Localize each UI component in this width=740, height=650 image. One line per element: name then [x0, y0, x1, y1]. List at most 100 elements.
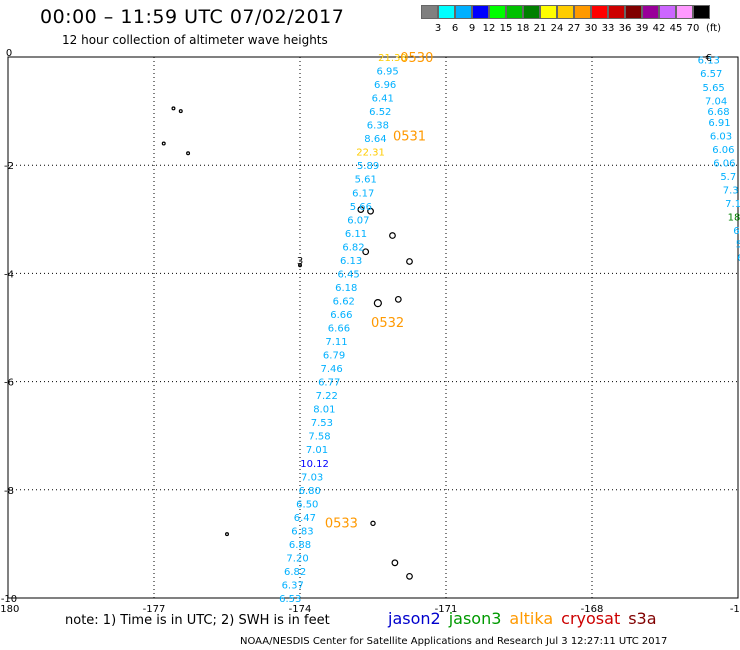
- swh-value: 6.38: [367, 121, 389, 132]
- extra-label: €: [706, 53, 712, 64]
- swh-value: 6.41: [372, 94, 394, 105]
- colorbar-swatch: [659, 5, 676, 19]
- colorbar-swatch: [523, 5, 540, 19]
- swh-value: 6.11: [345, 229, 367, 240]
- satellite-legend: jason2 jason3 altika cryosat s3a: [388, 609, 665, 628]
- island-outline: [186, 151, 191, 156]
- colorbar-label: 36: [618, 23, 632, 34]
- chart-axes: -180 -177 -174 -171 -168 -16 0 -2 -4 -6 -8 -10: [0, 48, 740, 615]
- colorbar-swatch: [557, 5, 574, 19]
- colorbar-label: 30: [584, 23, 598, 34]
- time-label: 0531: [393, 129, 426, 144]
- colorbar-unit: (ft): [705, 23, 722, 34]
- swh-value: 10.12: [300, 459, 329, 470]
- y-tick-label: 0: [6, 48, 12, 59]
- colorbar-swatch: [591, 5, 608, 19]
- island-outline: [161, 141, 166, 146]
- swh-value: 8.64: [364, 134, 386, 145]
- legend-jason3: jason3: [448, 609, 502, 628]
- colorbar-swatch: [472, 5, 489, 19]
- swh-value-east: 6.: [733, 226, 740, 237]
- island-outline: [171, 106, 176, 111]
- swh-value: 7.46: [321, 364, 343, 375]
- x-tick-label: -171: [435, 604, 458, 615]
- colorbar-label: 39: [635, 23, 649, 34]
- swh-value: 6.83: [291, 526, 313, 537]
- colorbar-swatch: [676, 5, 693, 19]
- swh-value: 6.53: [279, 594, 301, 605]
- colorbar-label: 70: [686, 23, 700, 34]
- swh-value: 6.77: [318, 378, 340, 389]
- swh-value-east: 6.06: [712, 145, 734, 156]
- time-label: 0533: [325, 516, 358, 531]
- extra-label: 3: [297, 256, 303, 267]
- x-tick-label: -174: [289, 604, 312, 615]
- colorbar-swatch: [540, 5, 557, 19]
- swh-value-east: 5.65: [703, 83, 725, 94]
- island-outline: [394, 295, 402, 303]
- swh-value: 5.66: [350, 202, 372, 213]
- time-label: 0532: [371, 316, 404, 331]
- swh-value: 6.88: [289, 540, 311, 551]
- colorbar-label: 33: [601, 23, 615, 34]
- page-title: 00:00 – 11:59 UTC 07/02/2017: [40, 6, 345, 28]
- y-tick-label: -2: [4, 161, 14, 172]
- colorbar-swatch: [642, 5, 659, 19]
- swh-value: 7.03: [301, 472, 323, 483]
- swh-value: 6.45: [338, 269, 360, 280]
- legend-altika: altika: [509, 609, 554, 628]
- swh-value: 6.82: [284, 567, 306, 578]
- swh-value: 22.31: [356, 148, 385, 159]
- colorbar-swatch: [693, 5, 710, 19]
- swh-value: 8.01: [313, 405, 335, 416]
- colorbar-label: 3: [434, 23, 442, 34]
- colorbar-label: 42: [652, 23, 666, 34]
- swh-value-east: 6.06: [713, 158, 735, 169]
- colorbar-swatch: [625, 5, 642, 19]
- island-outline: [389, 232, 396, 239]
- swh-value: 6.66: [330, 310, 352, 321]
- swh-value: 6.18: [335, 283, 357, 294]
- swh-value: 6.13: [340, 256, 362, 267]
- swh-value-east: 7.3: [723, 186, 739, 197]
- colorbar-label: 6: [451, 23, 459, 34]
- colorbar-swatch: [421, 5, 438, 19]
- colorbar-swatch: [438, 5, 455, 19]
- swh-value-east: 6.57: [700, 69, 722, 80]
- swh-value: 7.58: [308, 432, 330, 443]
- colorbar-label: 27: [567, 23, 581, 34]
- island-outline: [406, 258, 413, 265]
- legend-s3a: s3a: [628, 609, 657, 628]
- swh-value: 6.37: [282, 580, 304, 591]
- swh-value: 6.17: [352, 188, 374, 199]
- swh-value: 6.47: [294, 513, 316, 524]
- x-tick-label: -168: [581, 604, 604, 615]
- y-tick-label: -6: [4, 378, 14, 389]
- swh-value: 7.53: [311, 418, 333, 429]
- swh-value: 21.38: [378, 53, 407, 64]
- island-outline: [391, 559, 399, 567]
- island-outline: [370, 520, 376, 527]
- swh-value: 7.01: [306, 445, 328, 456]
- colorbar-swatch: [489, 5, 506, 19]
- colorbar-label: 18: [516, 23, 530, 34]
- colorbar-label: 24: [550, 23, 564, 34]
- colorbar-swatch: [506, 5, 523, 19]
- y-tick-label: -4: [4, 269, 14, 280]
- swh-value: 6.80: [299, 486, 321, 497]
- swh-value: 6.07: [347, 215, 369, 226]
- island-outline: [298, 263, 303, 268]
- colorbar-label: 9: [468, 23, 476, 34]
- colorbar-label: 15: [499, 23, 513, 34]
- swh-value: 5.61: [355, 175, 377, 186]
- island-outline: [367, 207, 374, 215]
- swh-value-east: 7.04: [705, 96, 727, 107]
- legend-cryosat: cryosat: [561, 609, 621, 628]
- y-tick-label: -10: [1, 594, 17, 605]
- swh-value-east: 6.13: [698, 56, 720, 67]
- swh-value: 6.62: [333, 296, 355, 307]
- x-tick-label: -180: [0, 604, 19, 615]
- island-outline: [373, 299, 382, 308]
- credit-line: NOAA/NESDIS Center for Satellite Applica…: [240, 636, 668, 647]
